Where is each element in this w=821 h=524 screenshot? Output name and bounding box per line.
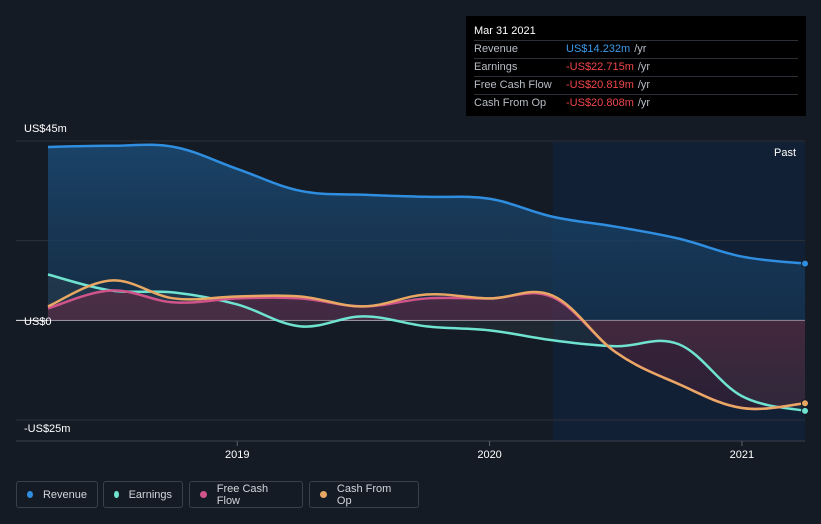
tooltip-unit: /yr	[637, 79, 651, 91]
tooltip: Mar 31 2021 Revenue US$14.232m /yr Earni…	[466, 16, 806, 116]
tooltip-date: Mar 31 2021	[474, 25, 536, 37]
series-endpoint	[801, 406, 809, 415]
legend-label: Free Cash Flow	[216, 482, 269, 507]
x-tick-label: 2019	[225, 449, 249, 461]
tooltip-row-revenue: Revenue US$14.232m /yr	[474, 40, 798, 58]
tooltip-row-free-cash-flow: Free Cash Flow -US$20.819m /yr	[474, 76, 798, 94]
tooltip-label: Revenue	[474, 43, 519, 55]
tooltip-unit: /yr	[634, 43, 647, 55]
y-label-zero: US$0	[24, 316, 52, 328]
tooltip-label: Earnings	[474, 61, 518, 73]
legend-dot	[320, 491, 327, 498]
past-label: Past	[774, 147, 797, 159]
tooltip-value: -US$20.819m	[566, 79, 634, 91]
tooltip-label: Cash From Op	[474, 97, 547, 109]
free-cash-flow-area	[48, 290, 805, 409]
tooltip-value: -US$22.715m	[566, 61, 634, 73]
legend-label: Earnings	[128, 488, 172, 501]
legend-label: Revenue	[42, 488, 87, 501]
tooltip-value: US$14.232m	[566, 43, 631, 55]
legend-item-revenue[interactable]: Revenue	[16, 481, 98, 508]
series-endpoint	[801, 259, 809, 268]
legend-item-earnings[interactable]: Earnings	[103, 481, 183, 508]
tooltip-unit: /yr	[637, 61, 651, 73]
series-line-earnings	[47, 273, 806, 413]
y-label-bottom: -US$25m	[24, 423, 71, 435]
tooltip-label: Free Cash Flow	[474, 79, 552, 91]
tooltip-row-earnings: Earnings -US$22.715m /yr	[474, 58, 798, 76]
legend-item-cash-from-op[interactable]: Cash From Op	[309, 481, 419, 508]
revenue-area	[48, 144, 805, 321]
series-line-revenue	[47, 143, 806, 265]
legend-dot	[27, 491, 33, 498]
series-line-cash-from-op	[47, 279, 806, 411]
series-endpoint	[801, 399, 809, 408]
x-tick-label: 2020	[477, 449, 501, 461]
tooltip-row-cash-from-op: Cash From Op -US$20.808m /yr	[474, 94, 798, 112]
x-tick-label: 2021	[730, 449, 754, 461]
legend-item-free-cash-flow[interactable]: Free Cash Flow	[189, 481, 303, 508]
legend-dot	[200, 491, 207, 498]
tooltip-unit: /yr	[637, 97, 651, 109]
legend-dot	[114, 491, 119, 498]
legend-label: Cash From Op	[336, 482, 392, 507]
tooltip-value: -US$20.808m	[566, 97, 634, 109]
y-label-top: US$45m	[24, 123, 67, 135]
